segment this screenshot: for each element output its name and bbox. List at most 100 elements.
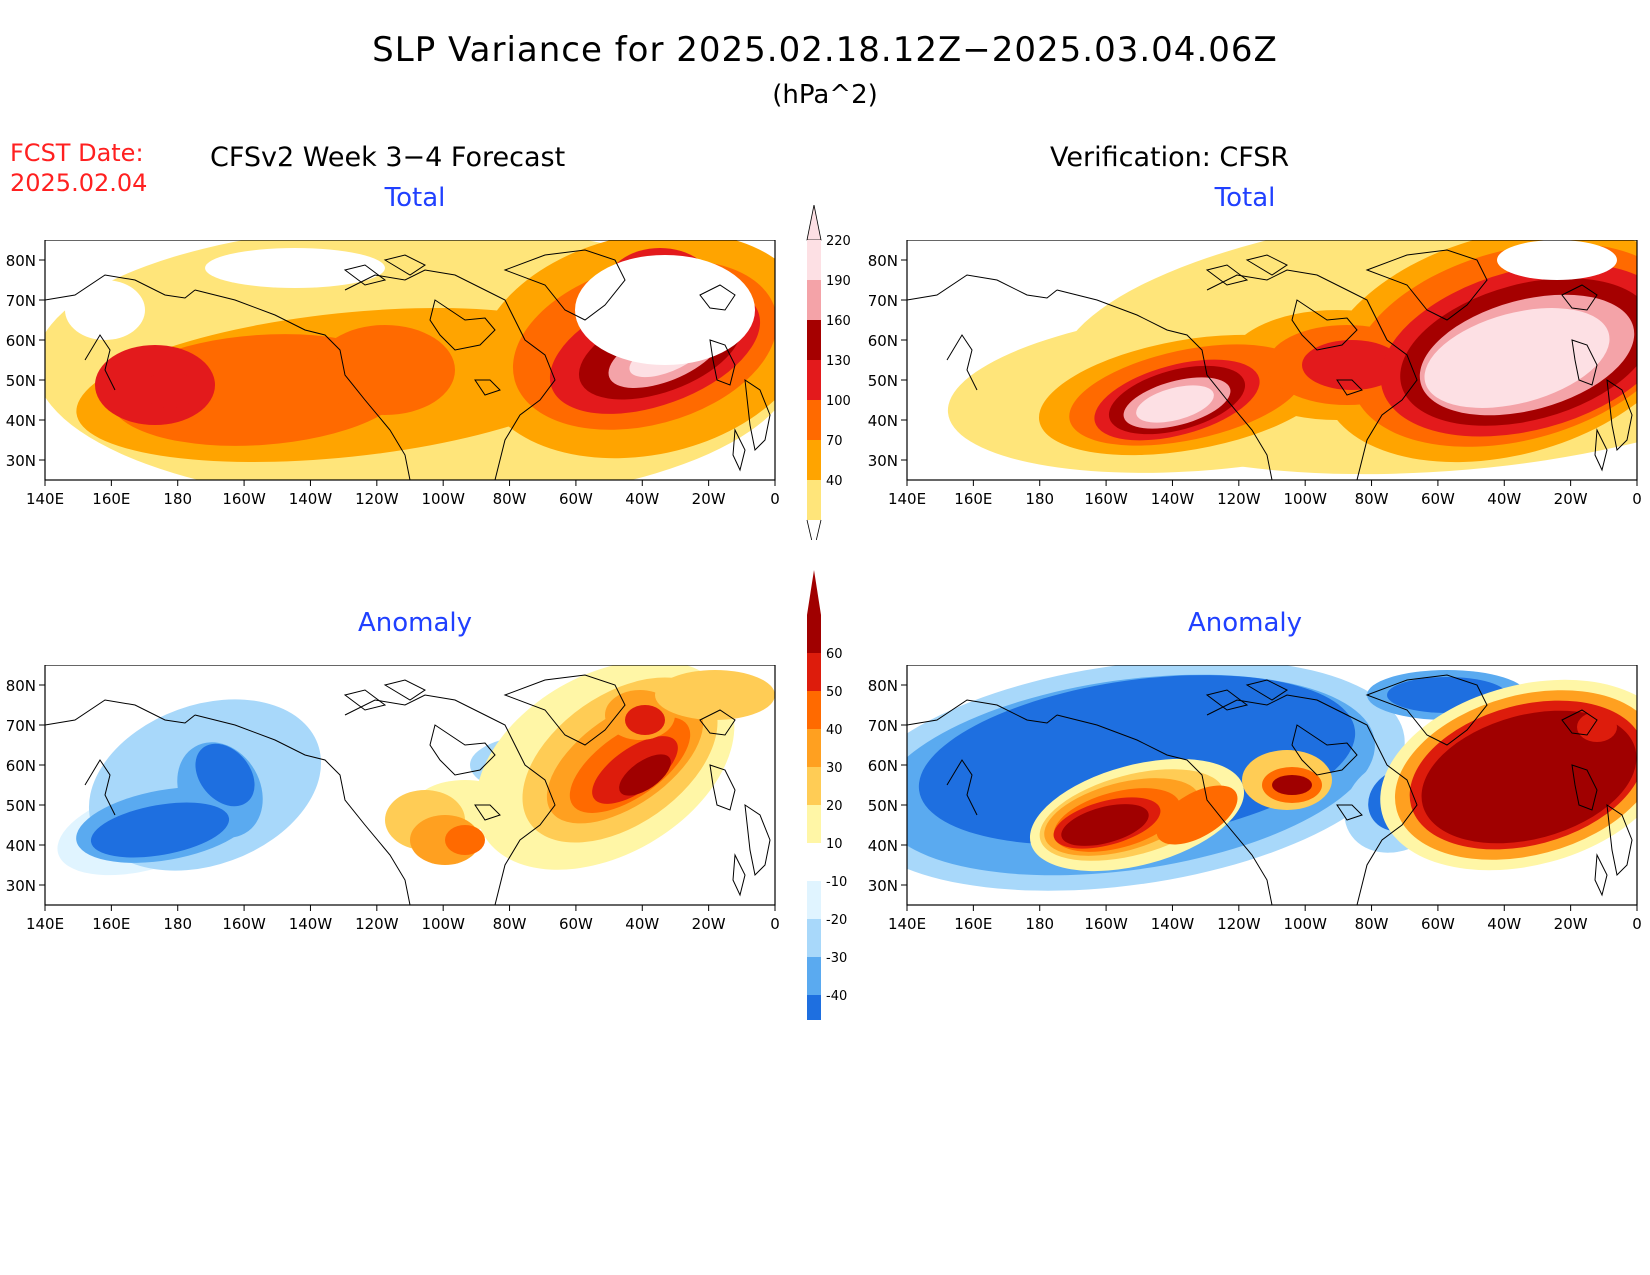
coastline	[344, 694, 556, 905]
coastline	[474, 804, 501, 821]
map-forecast-anomaly: 80N 70N 60N 50N 40N 30N 140E 160E 180 160W 140W 120…	[6, 665, 780, 933]
colorbar-level-label: 40	[826, 723, 843, 738]
colorbar-swatch	[807, 843, 821, 881]
coastline	[429, 299, 496, 351]
coastline	[907, 274, 1058, 301]
lon-tick-label: 20W	[692, 915, 726, 933]
coastline	[383, 254, 426, 276]
map-frame	[906, 665, 1638, 906]
map-forecast-total: 80N 70N 60N 50N 40N 30N 140E 160E 180 160W 140W 120…	[6, 240, 780, 508]
colorbar-swatch	[807, 957, 821, 995]
units-label: (hPa^2)	[772, 80, 878, 110]
lon-tick-label: 140W	[1151, 490, 1195, 508]
map-verification-total: 80N 70N 60N 50N 40N 30N 140E 160E 180 160W 140W 120…	[868, 240, 1642, 508]
lon-tick-label: 0	[770, 915, 780, 933]
lat-tick-label: 80N	[6, 252, 36, 270]
coastline	[429, 724, 496, 776]
lon-tick-label: 20W	[1554, 490, 1588, 508]
shaded-contour-region	[1136, 385, 1214, 423]
lon-tick-label: 160W	[222, 915, 266, 933]
lat-tick-label: 30N	[6, 452, 36, 470]
colorbar-swatch	[807, 360, 821, 400]
unshaded-region	[205, 248, 385, 288]
shaded-contour-region	[619, 754, 671, 796]
coastlines	[907, 674, 1633, 905]
lat-tick-label: 60N	[6, 757, 36, 775]
colorbar-level-label: 160	[826, 314, 851, 329]
coastline	[1606, 803, 1633, 877]
lon-tick-label: 80W	[1355, 490, 1389, 508]
shaded-field	[45, 240, 775, 480]
colorbar-swatch	[807, 995, 821, 1020]
shaded-field	[907, 665, 1637, 905]
colorbar-swatch	[807, 881, 821, 919]
lat-tick-label: 70N	[6, 292, 36, 310]
panel-title-forecast-anomaly: Anomaly	[357, 608, 473, 638]
colorbar-swatch	[807, 480, 821, 520]
lon-tick-label: 0	[1632, 490, 1642, 508]
lat-tick-label: 60N	[6, 332, 36, 350]
shaded-contour-region	[315, 325, 455, 415]
forecast-header: CFSv2 Week 3−4 Forecast	[210, 142, 566, 173]
coastline	[45, 699, 196, 726]
coastline	[45, 274, 196, 301]
lat-tick-label: 40N	[868, 412, 898, 430]
coastline	[1291, 724, 1358, 776]
lat-tick-label: 80N	[868, 252, 898, 270]
colorbar-swatch	[807, 653, 821, 691]
lon-tick-label: 20W	[1554, 915, 1588, 933]
lon-tick-label: 180	[1025, 490, 1054, 508]
lat-tick-label: 50N	[868, 797, 898, 815]
lon-tick-label: 100W	[1283, 915, 1327, 933]
colorbar-swatch	[807, 320, 821, 360]
coastline	[194, 714, 411, 905]
coastline	[1561, 284, 1598, 311]
lon-tick-label: 160E	[954, 490, 992, 508]
colorbar-level-label: 70	[826, 434, 843, 449]
fcst-date-block: FCST Date: 2025.02.04	[10, 138, 147, 198]
lon-tick-label: 0	[1632, 915, 1642, 933]
lat-tick-label: 80N	[6, 677, 36, 695]
panel-title-forecast-total: Total	[384, 183, 446, 213]
colorbar-level-label: 190	[826, 274, 851, 289]
lon-tick-label: 40W	[625, 915, 659, 933]
coastline	[84, 759, 116, 816]
shaded-field	[907, 240, 1637, 480]
coastline	[503, 674, 626, 746]
colorbar-level-label: 130	[826, 354, 851, 369]
lon-tick-label: 140E	[26, 490, 64, 508]
lat-tick-label: 70N	[6, 717, 36, 735]
coastline	[343, 689, 387, 711]
lat-tick-label: 70N	[868, 717, 898, 735]
coastline	[709, 764, 736, 811]
colorbar-level-label: -20	[826, 913, 847, 928]
lon-tick-label: 120W	[355, 490, 399, 508]
colorbar-swatch	[807, 440, 821, 480]
coastline	[1594, 853, 1608, 897]
coastlines	[45, 674, 771, 905]
colorbar-level-label: 50	[826, 685, 843, 700]
lon-tick-label: 140E	[888, 490, 926, 508]
coastline	[699, 284, 736, 311]
lon-tick-label: 180	[1025, 915, 1054, 933]
colorbar-swatch	[807, 767, 821, 805]
coastline	[1205, 264, 1249, 286]
map-frame	[906, 240, 1638, 481]
colorbar-swatch	[807, 729, 821, 767]
coastline	[344, 269, 556, 480]
verification-header: Verification: CFSR	[1050, 142, 1290, 173]
colorbar-swatch	[807, 805, 821, 843]
lat-tick-label: 40N	[6, 412, 36, 430]
coastline	[1206, 694, 1418, 905]
lon-tick-label: 40W	[1487, 490, 1521, 508]
coastline	[343, 264, 387, 286]
lat-tick-label: 50N	[868, 372, 898, 390]
colorbar-level-label: 220	[826, 234, 851, 249]
lon-tick-label: 140W	[289, 490, 333, 508]
coastline	[1365, 674, 1488, 746]
lon-tick-label: 80W	[493, 915, 527, 933]
lat-tick-label: 50N	[6, 372, 36, 390]
coastline	[907, 699, 1058, 726]
colorbar-level-label: 100	[826, 394, 851, 409]
coastline	[84, 334, 116, 391]
